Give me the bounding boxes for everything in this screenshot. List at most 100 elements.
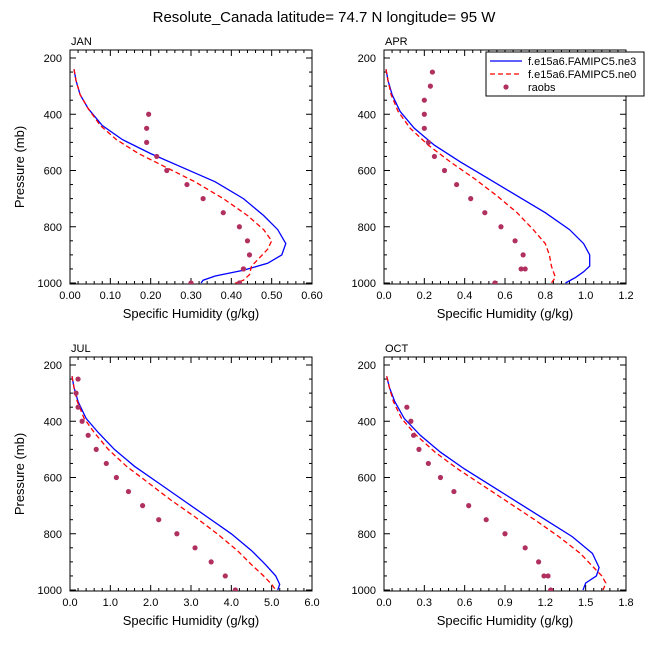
x-axis-label: Specific Humidity (g/kg) xyxy=(437,306,574,321)
figure-title: Resolute_Canada latitude= 74.7 N longitu… xyxy=(153,9,497,26)
ne0-series-line xyxy=(385,69,557,284)
raobs-point xyxy=(427,83,433,89)
raobs-point xyxy=(421,111,427,117)
y-axis-label: Pressure (mb) xyxy=(12,433,27,515)
raobs-point xyxy=(220,210,226,216)
x-tick-label: 0.6 xyxy=(457,597,472,609)
raobs-point xyxy=(416,446,422,452)
plot-area xyxy=(385,69,591,284)
raobs-point xyxy=(73,390,79,396)
raobs-point xyxy=(466,503,472,509)
x-axis-label: Specific Humidity (g/kg) xyxy=(123,306,260,321)
raobs-point xyxy=(164,167,170,174)
y-tick-label: 200 xyxy=(358,53,376,65)
x-tick-label: 1.0 xyxy=(103,597,118,609)
plot-area xyxy=(71,376,281,591)
x-tick-label: 1.0 xyxy=(578,290,593,302)
raobs-point xyxy=(79,418,85,424)
raobs-point xyxy=(75,404,81,410)
y-axis-label: Pressure (mb) xyxy=(12,126,27,208)
raobs-point xyxy=(541,573,547,579)
raobs-point xyxy=(492,280,498,284)
x-tick-label: 0.0 xyxy=(376,597,391,609)
raobs-point xyxy=(236,224,242,230)
raobs-point xyxy=(246,252,253,258)
raobs-point xyxy=(518,266,524,272)
raobs-point xyxy=(146,111,152,117)
legend-marker xyxy=(503,84,509,90)
ne3-series-line xyxy=(385,69,591,284)
y-tick-label: 600 xyxy=(358,166,376,178)
x-tick-label: 0.10 xyxy=(100,290,121,302)
raobs-point xyxy=(240,266,247,272)
raobs-point xyxy=(410,432,417,438)
legend-label: f.e15a6.FAMIPC5.ne0 xyxy=(528,69,636,81)
raobs-point xyxy=(156,517,162,523)
y-tick-label: 600 xyxy=(44,166,62,178)
plot-area xyxy=(386,376,607,591)
raobs-point xyxy=(498,224,504,230)
raobs-point xyxy=(437,474,444,481)
raobs-point xyxy=(154,153,160,160)
raobs-point xyxy=(244,238,251,244)
raobs-point xyxy=(140,503,146,509)
raobs-point xyxy=(93,446,99,452)
ne3-series-line xyxy=(71,376,281,591)
legend-box xyxy=(485,51,645,97)
raobs-point xyxy=(522,545,528,551)
raobs-point xyxy=(113,474,119,481)
ne0-series-line xyxy=(71,376,277,591)
raobs-point xyxy=(200,196,206,202)
y-tick-label: 800 xyxy=(44,222,62,234)
raobs-point xyxy=(548,587,554,591)
x-axis-label: Specific Humidity (g/kg) xyxy=(437,613,574,628)
legend-label: raobs xyxy=(528,82,556,94)
ne3-series-line xyxy=(386,376,600,591)
x-tick-label: 3.0 xyxy=(183,597,198,609)
x-tick-label: 0.6 xyxy=(497,290,512,302)
raobs-point xyxy=(75,376,81,382)
raobs-point xyxy=(192,545,198,551)
x-tick-label: 0.9 xyxy=(497,597,512,609)
plot-area xyxy=(73,69,287,284)
raobs-point xyxy=(429,69,435,75)
y-tick-label: 600 xyxy=(358,473,376,485)
x-tick-label: 0.60 xyxy=(301,290,322,302)
raobs-point xyxy=(125,488,132,495)
y-tick-label: 200 xyxy=(44,53,62,65)
x-tick-label: 0.50 xyxy=(261,290,282,302)
x-tick-label: 1.2 xyxy=(538,597,553,609)
legend-entry: raobs xyxy=(503,82,556,94)
x-tick-label: 1.8 xyxy=(618,597,633,609)
raobs-point xyxy=(441,167,448,174)
raobs-point xyxy=(425,460,431,467)
raobs-point xyxy=(454,181,460,188)
x-tick-label: 1.2 xyxy=(618,290,633,302)
raobs-point xyxy=(208,559,214,565)
raobs-point xyxy=(174,531,180,537)
x-tick-label: 5.0 xyxy=(264,597,279,609)
panel-apr: 0.0 0.2 0.4 0.6 0.8 1.0 1.2 200 400 600 800 1000 APR… xyxy=(352,36,634,321)
x-tick-label: 1.5 xyxy=(578,597,593,609)
x-axis-label: Specific Humidity (g/kg) xyxy=(123,613,260,628)
raobs-point xyxy=(408,418,414,424)
raobs-point xyxy=(184,181,190,188)
y-tick-label: 1000 xyxy=(38,585,62,597)
x-tick-label: 0.3 xyxy=(417,597,432,609)
raobs-point xyxy=(421,97,427,103)
raobs-point xyxy=(144,125,150,131)
raobs-point xyxy=(536,559,542,565)
y-tick-label: 1000 xyxy=(352,278,376,290)
x-tick-label: 2.0 xyxy=(143,597,158,609)
x-tick-label: 4.0 xyxy=(224,597,239,609)
x-tick-label: 0.4 xyxy=(457,290,472,302)
raobs-point xyxy=(425,139,431,145)
raobs-point xyxy=(483,517,489,523)
panel-jan: 0.00 0.10 0.20 0.30 0.40 0.50 0.60 200 400 600 800… xyxy=(12,36,323,321)
panel-label: JUL xyxy=(71,343,91,355)
y-tick-label: 400 xyxy=(358,416,376,428)
raobs-point xyxy=(404,404,410,410)
raobs-point xyxy=(85,432,91,438)
y-tick-label: 400 xyxy=(44,416,62,428)
